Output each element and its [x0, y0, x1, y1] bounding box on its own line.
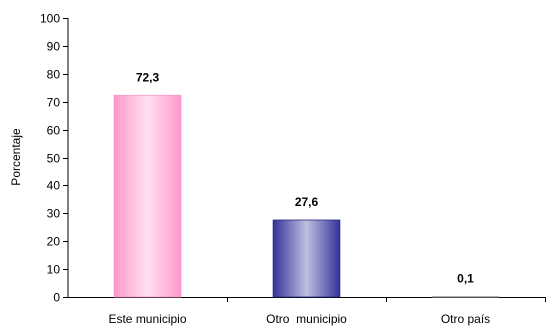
x-tick-label: Este municipio [108, 312, 186, 326]
x-tick-label: Otro país [441, 312, 490, 326]
x-axis: Este municipio Otro municipio Otro país [68, 297, 546, 326]
data-label-2: 27,6 [295, 195, 319, 209]
y-tick-label: 20 [47, 235, 61, 249]
y-tick-label: 50 [47, 152, 61, 166]
y-tick-label: 60 [47, 124, 61, 138]
data-label-1: 72,3 [136, 70, 160, 84]
bar-3 [431, 296, 500, 298]
y-tick-label: 90 [47, 40, 61, 54]
bar-2 [272, 219, 341, 298]
data-labels: 72,3 27,6 0,1 [136, 70, 474, 285]
y-tick-label: 40 [47, 179, 61, 193]
y-axis-title: Porcentaje [9, 128, 23, 186]
data-label-3: 0,1 [457, 272, 474, 286]
bars [113, 94, 500, 298]
y-tick-label: 80 [47, 68, 61, 82]
y-tick-label: 30 [47, 207, 61, 221]
y-axis: 0 10 20 30 40 50 60 70 80 90 100 [40, 12, 69, 305]
y-tick-label: 0 [53, 291, 60, 305]
y-tick-label: 70 [47, 96, 61, 110]
y-tick-label: 10 [47, 263, 61, 277]
x-tick-label: Otro municipio [266, 312, 347, 326]
y-tick-label: 100 [40, 12, 60, 26]
bar-1 [113, 94, 182, 298]
